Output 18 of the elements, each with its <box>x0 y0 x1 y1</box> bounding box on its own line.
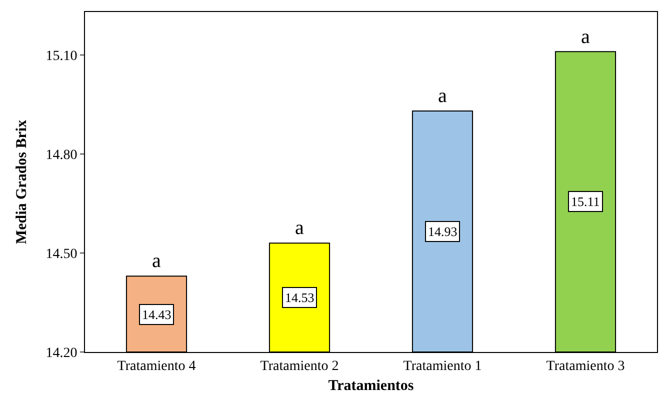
x-tick-label: Tratamiento 3 <box>546 358 625 374</box>
data-label: 15.11 <box>571 194 600 209</box>
y-tick-label: 15.10 <box>46 48 78 64</box>
annotation: a <box>581 26 590 48</box>
annotation: a <box>152 250 161 272</box>
x-tick-label: Tratamiento 4 <box>117 358 196 374</box>
data-label: 14.53 <box>285 290 314 305</box>
data-label: 14.93 <box>428 224 458 239</box>
data-label: 14.43 <box>142 307 172 322</box>
y-tick-label: 14.80 <box>46 148 78 163</box>
y-tick-label: 14.50 <box>46 246 78 262</box>
x-tick-label: Tratamiento 1 <box>403 358 482 374</box>
annotation: a <box>438 85 447 107</box>
x-axis-title: Tratamientos <box>328 378 414 394</box>
y-axis-title: Media Grados Brix <box>14 119 30 244</box>
x-tick-label: Tratamiento 2 <box>260 358 339 374</box>
annotation: a <box>295 217 304 239</box>
y-tick-label: 14.20 <box>46 346 78 361</box>
